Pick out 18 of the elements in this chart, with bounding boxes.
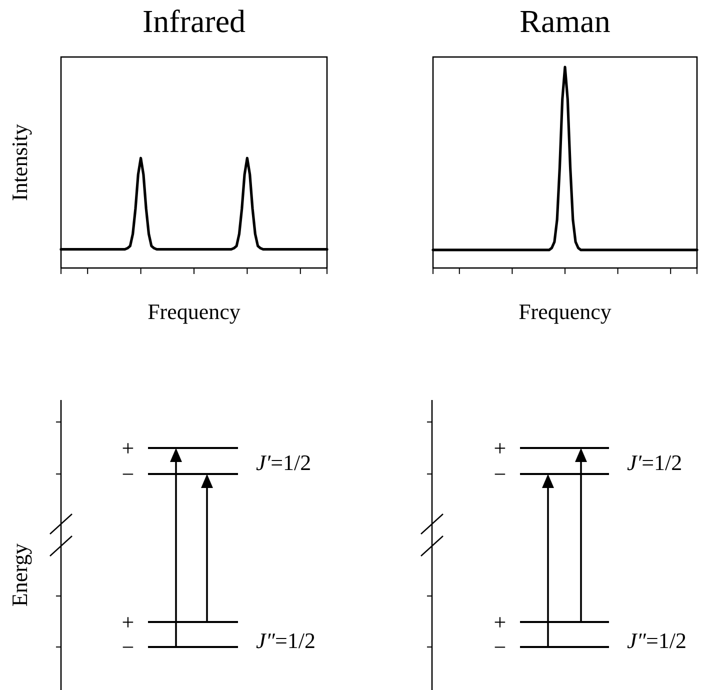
text: +	[122, 610, 134, 634]
text: +	[494, 610, 506, 634]
text: −	[494, 462, 506, 486]
text: +	[494, 436, 506, 460]
text: J″=1/2	[256, 628, 316, 652]
text: −	[494, 634, 506, 660]
text: Energy	[7, 543, 32, 607]
text: J′=1/2	[256, 450, 312, 474]
text: −	[122, 634, 134, 660]
y-axis-title: Intensity	[7, 124, 32, 201]
text: −	[122, 462, 134, 486]
text: +	[122, 436, 134, 460]
x-axis-title: Frequency	[148, 299, 240, 324]
text: J″=1/2	[627, 628, 686, 652]
text: J′=1/2	[627, 450, 682, 474]
chart-title: Raman	[520, 3, 610, 39]
chart-title: Infrared	[142, 3, 246, 39]
x-axis-title: Frequency	[518, 299, 612, 324]
